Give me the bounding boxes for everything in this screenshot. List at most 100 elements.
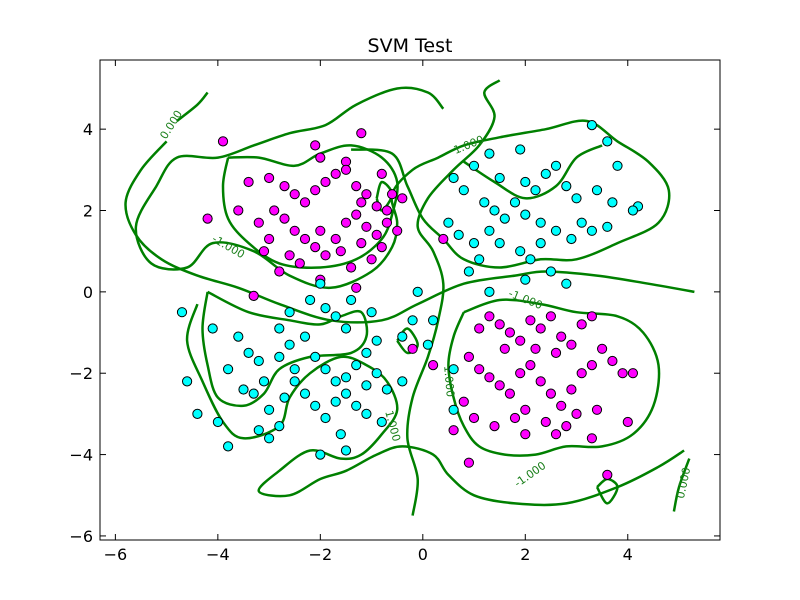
data-point: [484, 311, 495, 322]
data-point: [279, 213, 290, 224]
data-point: [284, 339, 295, 350]
decision-contour: [124, 140, 695, 324]
data-point: [289, 225, 300, 236]
data-point: [550, 347, 562, 358]
data-point: [479, 197, 490, 208]
data-point: [448, 364, 459, 375]
decision-contour: [447, 298, 661, 457]
data-point: [622, 416, 633, 428]
data-point: [602, 469, 613, 480]
data-point: [453, 229, 464, 240]
decision-contour: [463, 144, 603, 200]
data-point: [520, 404, 531, 415]
data-point: [299, 388, 311, 399]
data-point: [494, 380, 505, 391]
y-tick-label: −2: [69, 364, 93, 383]
data-point: [397, 376, 408, 387]
data-point: [330, 376, 341, 387]
data-point: [586, 311, 598, 322]
data-point: [217, 136, 229, 147]
data-point: [243, 347, 254, 358]
data-point: [299, 233, 311, 245]
data-point: [474, 254, 485, 265]
data-point: [499, 213, 510, 224]
data-point: [264, 172, 275, 184]
data-point: [412, 286, 423, 297]
data-point: [468, 160, 480, 171]
data-point: [530, 343, 541, 354]
data-point: [243, 176, 254, 188]
x-tick-label: 4: [623, 545, 633, 564]
data-point: [381, 384, 392, 395]
data-point: [540, 416, 551, 428]
data-point: [310, 185, 321, 196]
data-point: [258, 376, 270, 387]
data-point: [463, 351, 474, 362]
data-point: [310, 242, 321, 253]
x-tick-label: 0: [418, 545, 428, 564]
data-point: [356, 197, 367, 208]
data-point: [515, 144, 526, 155]
x-tick-label: 2: [520, 545, 530, 564]
data-point: [315, 225, 326, 236]
chart-title: SVM Test: [368, 35, 453, 57]
data-point: [361, 189, 372, 200]
data-point: [566, 384, 577, 395]
data-point: [320, 176, 331, 188]
data-point: [571, 193, 582, 204]
data-point: [520, 209, 531, 220]
data-point: [258, 246, 270, 257]
data-point: [566, 233, 577, 245]
data-point: [330, 233, 341, 245]
data-point: [535, 238, 546, 249]
data-point: [223, 364, 234, 375]
data-point: [340, 217, 352, 228]
data-point: [494, 172, 505, 184]
data-point: [545, 388, 557, 399]
data-point: [509, 197, 521, 208]
data-point: [520, 176, 531, 188]
data-point: [274, 266, 285, 277]
data-point: [535, 217, 546, 228]
data-point: [428, 360, 439, 371]
y-axis: −6 −4 −2 0 2 4: [69, 120, 720, 546]
data-point: [494, 238, 505, 249]
data-point: [525, 315, 536, 326]
data-point: [489, 421, 500, 432]
data-point: [279, 181, 290, 192]
data-point: [340, 372, 352, 383]
data-point: [233, 205, 244, 216]
data-point: [310, 400, 321, 411]
data-point: [264, 233, 275, 245]
data-point: [305, 294, 316, 306]
data-point: [299, 197, 311, 208]
data-point: [561, 278, 572, 289]
data-point: [561, 181, 572, 192]
data-point: [381, 205, 392, 216]
data-point: [484, 372, 495, 383]
data-point: [371, 335, 382, 346]
data-point: [422, 339, 433, 350]
data-point: [627, 368, 639, 379]
y-tick-label: −6: [69, 527, 93, 546]
data-point: [448, 404, 459, 415]
data-point: [356, 238, 367, 249]
data-point: [484, 286, 495, 297]
data-point: [586, 120, 598, 131]
data-point: [448, 425, 459, 436]
data-point: [289, 364, 300, 375]
data-point: [515, 246, 526, 257]
data-point: [315, 152, 326, 163]
data-point: [607, 355, 618, 367]
data-point: [310, 140, 321, 151]
data-point: [550, 429, 562, 440]
decision-contour: [595, 477, 619, 505]
data-point: [351, 282, 362, 293]
data-point: [315, 278, 326, 289]
decision-contour: [134, 86, 671, 290]
x-tick-label: −6: [104, 545, 128, 564]
data-point: [315, 449, 326, 460]
data-point: [474, 323, 485, 334]
data-point: [351, 209, 362, 220]
